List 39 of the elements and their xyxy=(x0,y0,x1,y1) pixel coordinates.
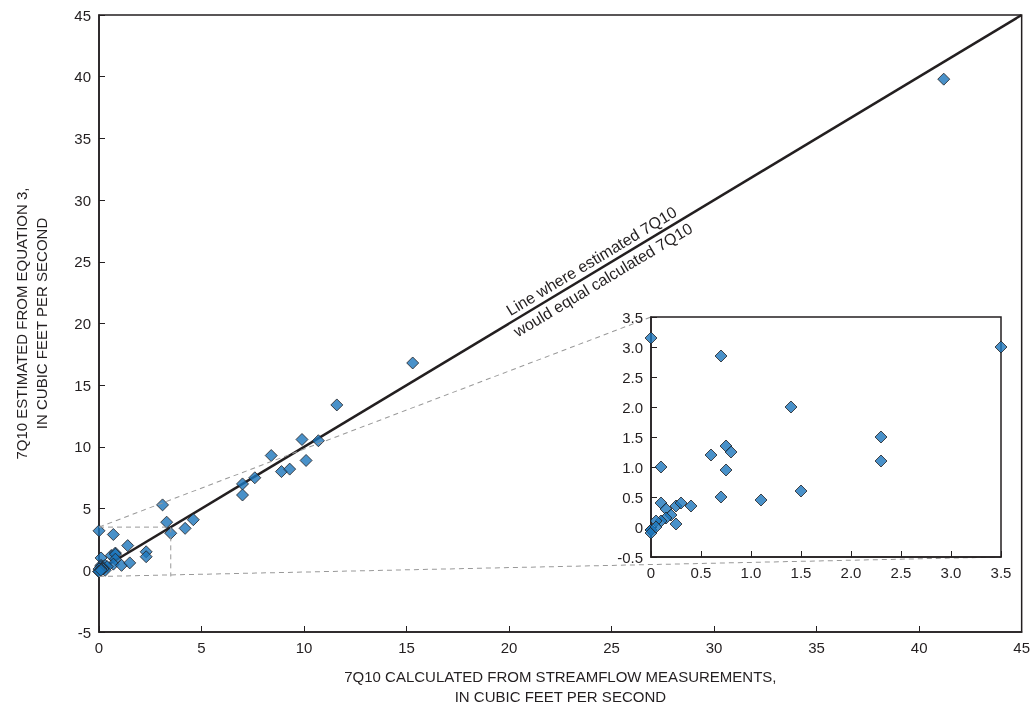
x-tick-label: 0 xyxy=(94,639,104,656)
y-tick-label: 1.0 xyxy=(622,458,643,476)
y-tick-label: -5 xyxy=(77,623,91,641)
y-tick-label: 3.0 xyxy=(622,338,643,356)
x-tick-label: 5 xyxy=(197,639,206,656)
y-tick-label: 25 xyxy=(74,253,91,271)
y-tick-label: 30 xyxy=(74,191,91,209)
y-tick-label: 20 xyxy=(74,315,91,332)
y-tick-label: 35 xyxy=(74,129,91,147)
x-tick-label: 45 xyxy=(1013,639,1030,656)
y-tick-label: 3.5 xyxy=(622,308,643,326)
x-tick-label: 10 xyxy=(295,639,313,656)
x-tick-label: 2.5 xyxy=(890,564,912,581)
y-tick-label: 2.0 xyxy=(622,398,643,416)
x-tick-label: 0 xyxy=(646,564,656,581)
y-tick-label: 0.5 xyxy=(622,488,643,506)
x-tick-label: 1.0 xyxy=(740,564,762,581)
y-tick-label: 15 xyxy=(74,376,91,394)
x-tick-label: 20 xyxy=(500,639,518,656)
y-tick-label: 5 xyxy=(82,500,91,518)
x-tick-label: 15 xyxy=(398,639,415,656)
y-tick-label: -0.5 xyxy=(617,548,643,566)
y-tick-label: 45 xyxy=(74,6,91,24)
x-tick-label: 1.5 xyxy=(790,564,812,581)
y-tick-label: 2.5 xyxy=(622,368,643,386)
x-tick-label: 3.0 xyxy=(940,564,962,581)
x-tick-label: 3.5 xyxy=(990,564,1012,581)
x-axis-title: 7Q10 CALCULATED FROM STREAMFLOW MEASUREMENTS, IN CUBIC FEET PER SECOND xyxy=(344,667,777,705)
x-tick-label: 0.5 xyxy=(690,564,712,581)
x-tick-label: 35 xyxy=(808,639,825,656)
y-tick-label: 40 xyxy=(74,68,91,86)
y-tick-label: 1.5 xyxy=(622,428,643,446)
x-tick-label: 2.0 xyxy=(840,564,862,581)
x-tick-label: 40 xyxy=(910,639,928,656)
x-tick-label: 25 xyxy=(603,639,620,656)
x-tick-label: 30 xyxy=(705,639,723,656)
y-axis-title: 7Q10 ESTIMATED FROM EQUATION 3, IN CUBIC FEET PER SECOND xyxy=(12,187,50,460)
y-tick-label: 0 xyxy=(634,518,643,536)
y-tick-label: 10 xyxy=(74,438,91,456)
